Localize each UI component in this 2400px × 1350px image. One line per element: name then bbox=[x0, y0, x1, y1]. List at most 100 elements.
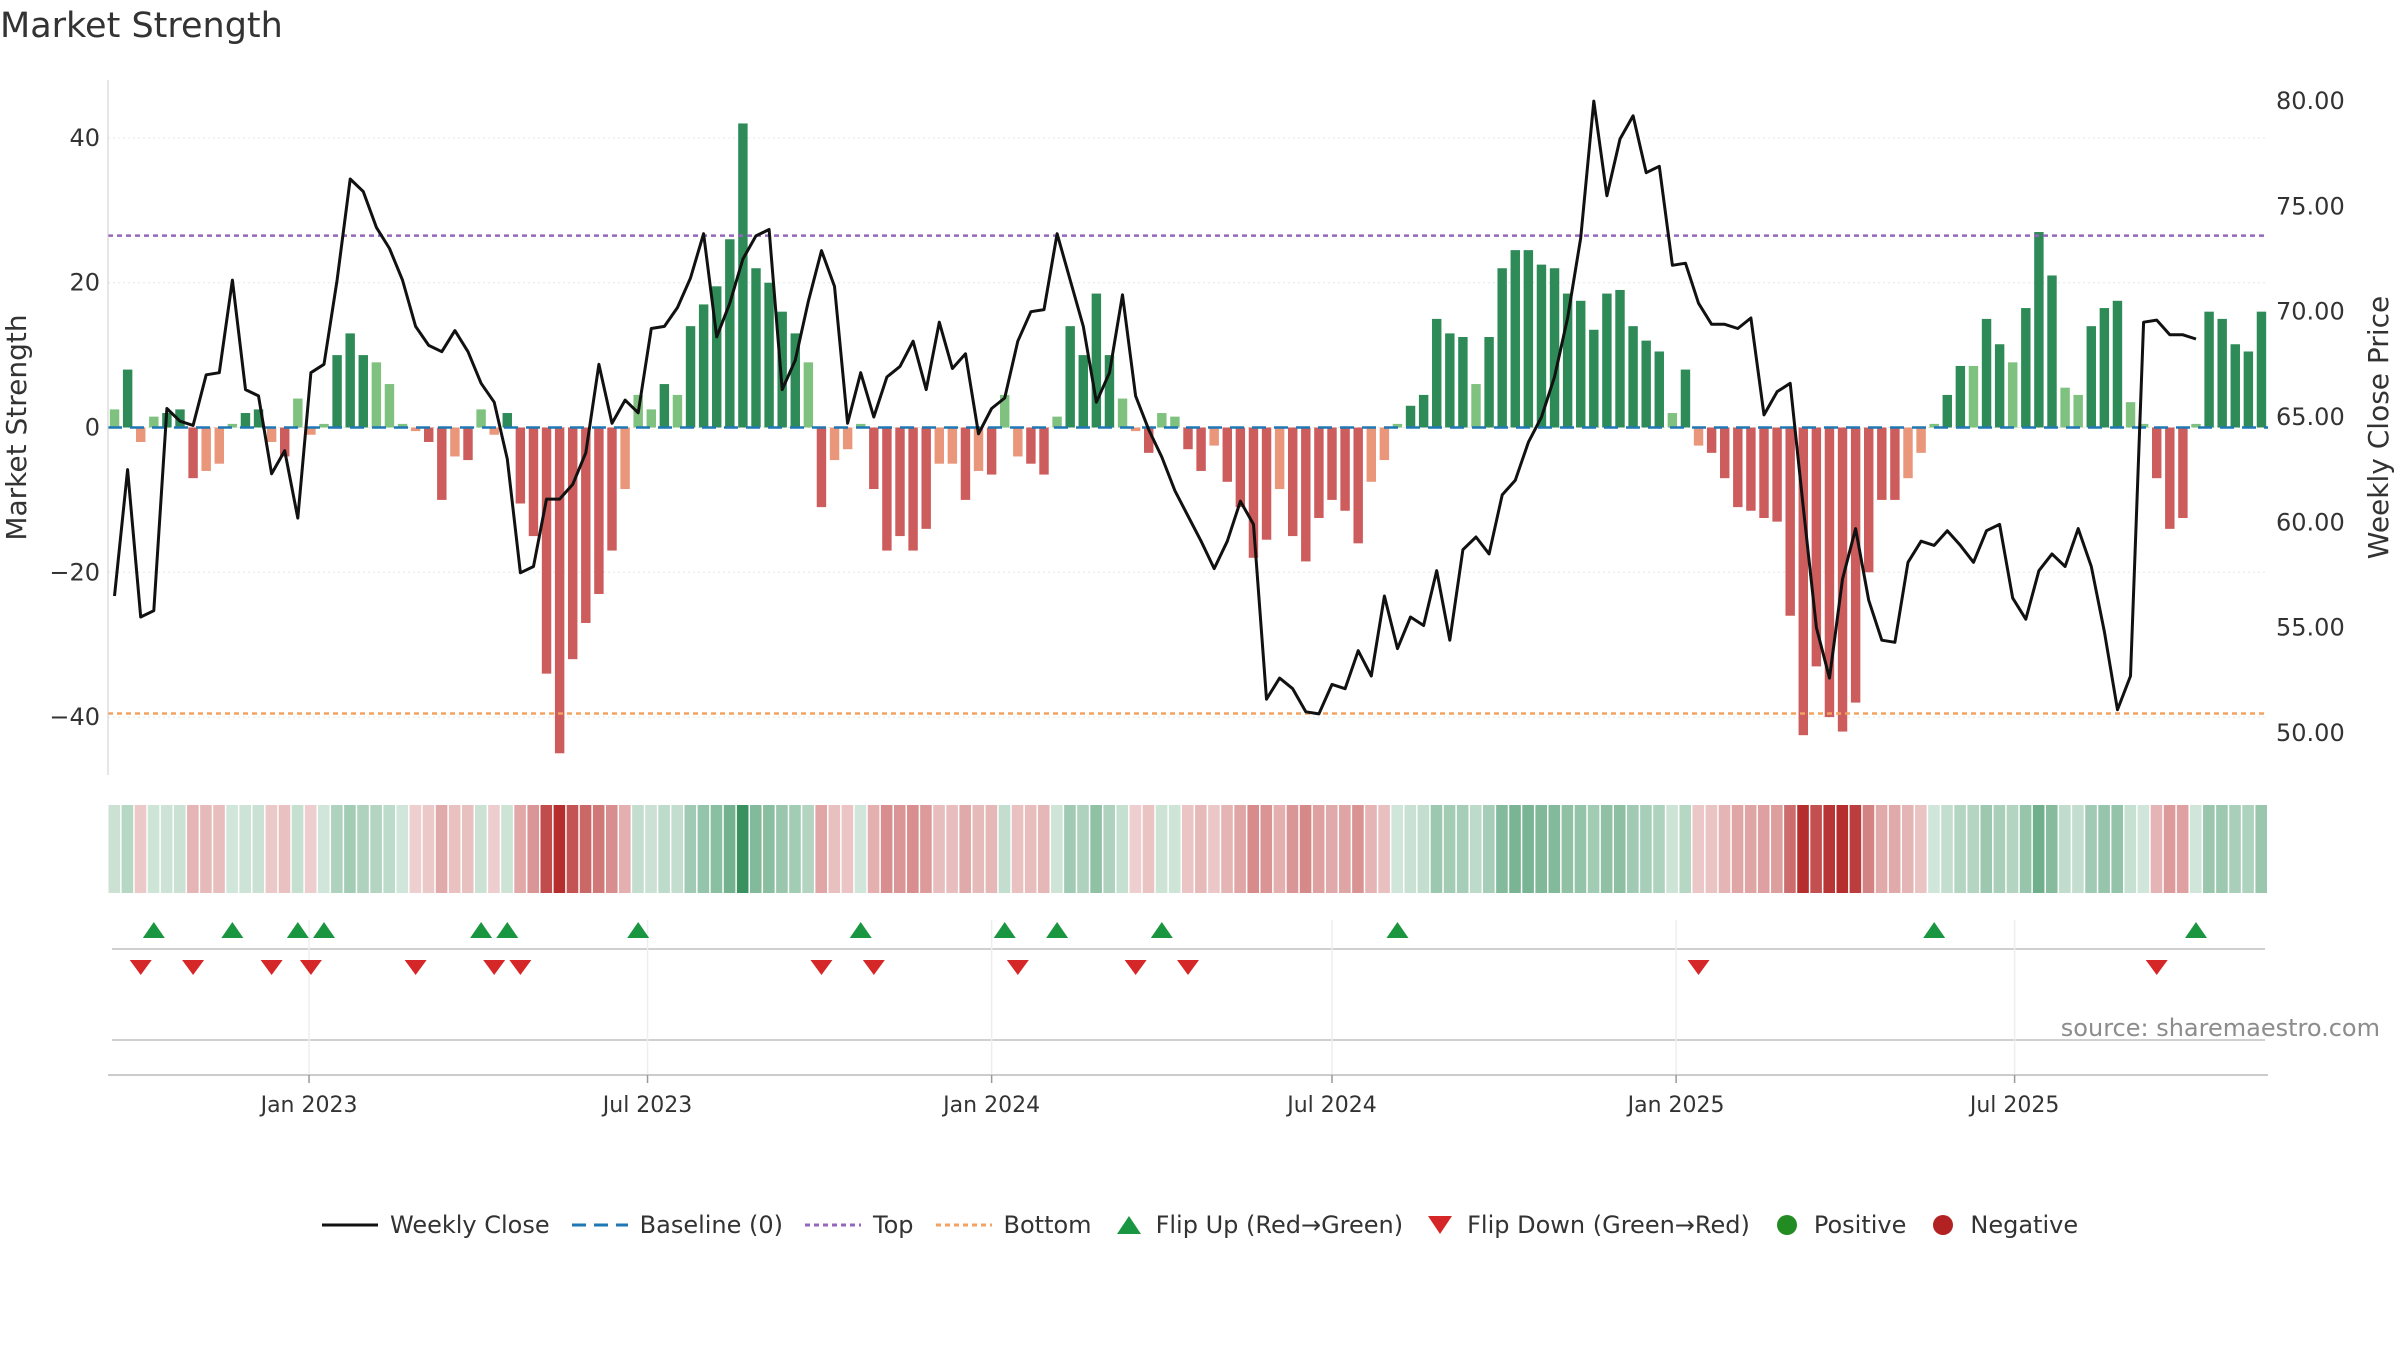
right-tick-label: 55.00 bbox=[2276, 614, 2345, 642]
flip-down-marker bbox=[862, 960, 885, 975]
heat-cell bbox=[304, 805, 317, 893]
heat-cell bbox=[1679, 805, 1691, 893]
heat-cell bbox=[1404, 805, 1417, 893]
heat-cell bbox=[1195, 805, 1207, 893]
legend-label-flip-up: Flip Up (Red→Green) bbox=[1155, 1211, 1404, 1239]
heat-cell bbox=[2242, 805, 2254, 893]
axes: −40 −20 0 20 40 50.00 55.00 60.00 65.00 70.00 75.0… bbox=[0, 80, 2395, 775]
heat-cell bbox=[422, 805, 435, 893]
strength-bar bbox=[541, 427, 552, 674]
strength-bar bbox=[253, 409, 264, 428]
heat-cell bbox=[697, 805, 710, 893]
heat-cell bbox=[1483, 805, 1495, 893]
strength-bar bbox=[1353, 427, 1363, 544]
strength-bar bbox=[1720, 427, 1730, 479]
heat-cell bbox=[160, 805, 173, 893]
heat-cell bbox=[1260, 805, 1273, 893]
strength-bar bbox=[698, 304, 709, 428]
strength-bar bbox=[1877, 427, 1887, 500]
flip-up-triangle-icon bbox=[1116, 1216, 1141, 1234]
heat-cell bbox=[1784, 805, 1796, 893]
heat-cell bbox=[1299, 805, 1312, 893]
strength-bar bbox=[1013, 427, 1023, 457]
strength-bar bbox=[1026, 427, 1036, 464]
strength-bar bbox=[424, 427, 434, 442]
strength-bar bbox=[1301, 427, 1311, 562]
strength-bar bbox=[1667, 413, 1678, 428]
heat-cell bbox=[239, 805, 251, 893]
strength-bar bbox=[319, 423, 329, 428]
flip-down-marker bbox=[1687, 960, 1710, 975]
heat-cell bbox=[763, 805, 775, 893]
strength-bar bbox=[1615, 289, 1625, 428]
heat-cell bbox=[147, 805, 160, 893]
legend-item-flip-up: Flip Up (Red→Green) bbox=[1112, 1211, 1404, 1239]
strength-bar bbox=[1379, 427, 1390, 461]
strength-bar bbox=[685, 326, 696, 428]
x-tick-label: Jan 2025 bbox=[1626, 1093, 1725, 1118]
heat-cell bbox=[985, 805, 998, 893]
heat-cell bbox=[1849, 805, 1862, 893]
heat-cell bbox=[278, 805, 291, 893]
heat-cell bbox=[1129, 805, 1142, 893]
right-tick-label: 60.00 bbox=[2276, 508, 2345, 536]
heat-cell bbox=[409, 805, 422, 893]
heat-cell bbox=[1064, 805, 1076, 893]
heat-cell bbox=[501, 805, 513, 893]
heat-cell bbox=[592, 805, 605, 893]
x-tick-label: Jul 2025 bbox=[1968, 1093, 2060, 1118]
flip-down-triangle-icon bbox=[1428, 1216, 1453, 1234]
legend-label-flip-down: Flip Down (Green→Red) bbox=[1467, 1211, 1750, 1239]
flip-down-marker bbox=[483, 960, 506, 975]
heat-cell bbox=[736, 805, 749, 893]
heat-cell bbox=[2176, 805, 2189, 893]
left-axis-label: Market Strength bbox=[0, 314, 33, 540]
heat-cell bbox=[946, 805, 958, 893]
strength-bar bbox=[1693, 427, 1704, 446]
strength-bar bbox=[410, 427, 421, 432]
strength-bar bbox=[201, 427, 211, 471]
flip-up-marker bbox=[993, 922, 1016, 938]
strength-bar bbox=[2191, 423, 2201, 428]
strength-bar bbox=[581, 427, 591, 623]
heat-cell bbox=[1090, 805, 1102, 893]
strength-bar bbox=[1327, 427, 1337, 500]
heat-cell bbox=[1168, 805, 1181, 893]
heat-cell bbox=[2163, 805, 2176, 893]
strength-bar bbox=[1458, 337, 1468, 428]
strength-bar bbox=[1602, 293, 1612, 428]
top-swatch-icon bbox=[805, 1223, 862, 1227]
strength-bar bbox=[437, 427, 447, 500]
heat-cell bbox=[933, 805, 945, 893]
source-label: source: sharemaestro.com bbox=[2060, 1014, 2380, 1042]
weekly-close-line-group bbox=[113, 99, 2197, 716]
right-tick-label: 50.00 bbox=[2276, 719, 2345, 747]
legend-label-bottom: Bottom bbox=[1003, 1211, 1092, 1239]
strength-bar bbox=[986, 427, 997, 475]
strength-bar bbox=[2008, 362, 2018, 428]
heat-cell bbox=[1286, 805, 1299, 893]
heat-cell bbox=[1339, 805, 1351, 893]
left-tick-label: −20 bbox=[49, 558, 100, 586]
reference-lines bbox=[108, 234, 2268, 715]
strength-bar bbox=[240, 413, 251, 428]
strength-bar bbox=[1130, 427, 1141, 432]
flip-down-marker bbox=[182, 960, 205, 975]
heat-cell bbox=[920, 805, 932, 893]
strength-bar bbox=[1183, 427, 1193, 450]
strength-bar bbox=[2138, 423, 2149, 428]
heat-cell bbox=[1273, 805, 1286, 893]
strength-bar bbox=[1955, 365, 1966, 428]
heat-cell bbox=[134, 805, 147, 893]
strength-bar bbox=[384, 384, 395, 428]
heat-cell bbox=[2059, 805, 2071, 893]
heat-cell bbox=[2216, 805, 2228, 893]
strength-bar bbox=[829, 427, 840, 461]
flip-up-marker bbox=[286, 922, 309, 938]
flip-down-marker bbox=[1177, 960, 1199, 975]
heat-cell bbox=[867, 805, 880, 893]
strength-bar bbox=[1864, 427, 1874, 573]
strength-bar bbox=[816, 427, 827, 508]
strength-bar bbox=[1654, 351, 1664, 428]
